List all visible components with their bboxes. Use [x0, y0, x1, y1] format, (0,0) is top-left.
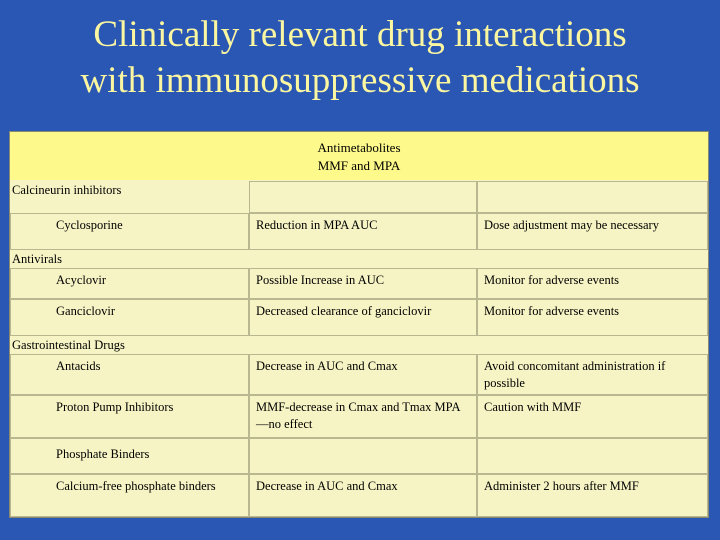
table-cell-recommendation: Monitor for adverse events [477, 299, 708, 336]
slide-title-line-1: Clinically relevant drug interactions [93, 14, 627, 55]
table-cell-recommendation: Monitor for adverse events [477, 268, 708, 299]
table-cell-recommendation: Administer 2 hours after MMF [477, 474, 708, 517]
table-cell-recommendation: Caution with MMF [477, 395, 708, 438]
table-cell-empty [249, 181, 477, 213]
table-cell-drug: Cyclosporine [10, 213, 249, 250]
table-cell-recommendation [477, 438, 708, 474]
table-cell-effect: Decreased clearance of ganciclovir [249, 299, 477, 336]
group-label-antivirals: Antivirals [10, 251, 248, 267]
header-line-2: MMF and MPA [317, 158, 401, 173]
slide-title-line-2: with immunosuppressive medications [80, 60, 640, 101]
table-cell-drug: Proton Pump Inhibitors [10, 395, 249, 438]
table-cell-effect: MMF-decrease in Cmax and Tmax MPA—no eff… [249, 395, 477, 438]
table-cell-effect: Decrease in AUC and Cmax [249, 474, 477, 517]
table-cell-effect: Decrease in AUC and Cmax [249, 354, 477, 395]
group-label-gastrointestinal-drugs: Gastrointestinal Drugs [10, 337, 248, 353]
table-cell-drug: Ganciclovir [10, 299, 249, 336]
table-cell-effect [249, 438, 477, 474]
table-cell-drug: Phosphate Binders [10, 438, 249, 474]
group-label-calcineurin-inhibitors: Calcineurin inhibitors [10, 182, 248, 198]
table-cell-drug: Calcium-free phosphate binders [10, 474, 249, 517]
table-cell-recommendation: Avoid concomitant administration if poss… [477, 354, 708, 395]
header-line-1: Antimetabolites [317, 140, 401, 155]
table-cell-recommendation: Dose adjustment may be necessary [477, 213, 708, 250]
table-cell-effect: Reduction in MPA AUC [249, 213, 477, 250]
interactions-table: Antimetabolites MMF and MPA Calcineurin … [9, 131, 709, 518]
table-cell-drug: Antacids [10, 354, 249, 395]
table-header: Antimetabolites MMF and MPA [10, 132, 708, 180]
table-cell-empty [477, 181, 708, 213]
table-cell-effect: Possible Increase in AUC [249, 268, 477, 299]
slide-title: Clinically relevant drug interactions wi… [0, 12, 720, 104]
table-cell-drug: Acyclovir [10, 268, 249, 299]
